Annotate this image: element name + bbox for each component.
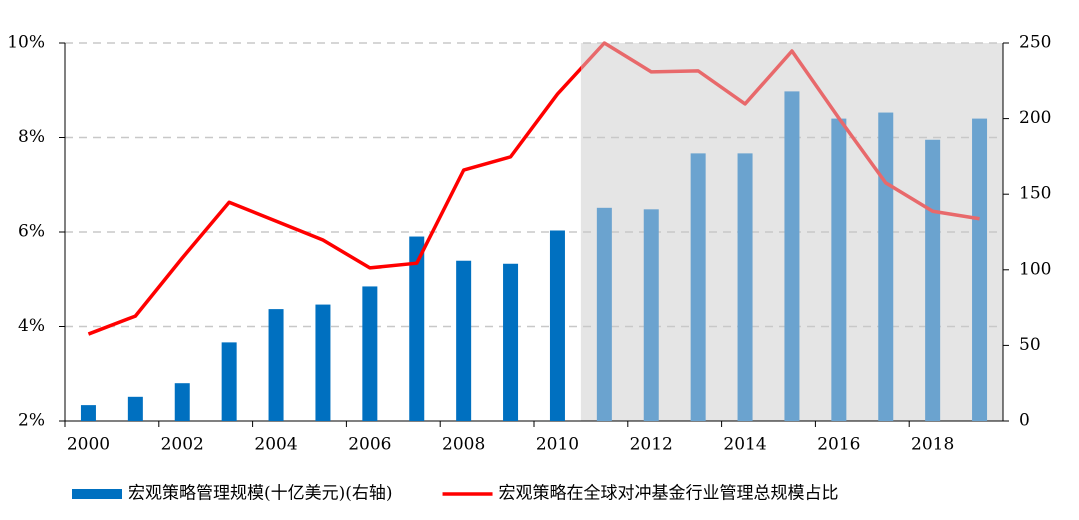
x-tick-label: 2012 [630,435,673,455]
y2-tick-label: 150 [1019,184,1051,204]
x-tick-label: 2006 [348,435,391,455]
legend-swatch [72,489,122,499]
x-tick-label: 2002 [161,435,204,455]
bar [127,396,143,421]
bar [174,383,190,421]
bar [831,118,847,421]
y2-tick-label: 50 [1019,335,1041,355]
x-tick-label: 2018 [911,435,954,455]
bar [643,209,659,421]
x-tick-label: 2008 [442,435,485,455]
bar [972,118,988,421]
x-tick-label: 2010 [536,435,579,455]
y-tick-label: 2% [18,411,45,431]
bar [456,260,472,421]
bar [409,236,425,421]
bar [596,207,612,421]
bar [784,91,800,421]
bar [80,405,96,421]
bar [925,139,941,421]
y2-tick-label: 200 [1019,108,1051,128]
y-tick-label: 8% [18,127,45,147]
line [87,41,980,336]
bar [503,263,519,421]
bar [362,286,378,421]
x-tick-label: 2014 [723,435,766,455]
bar [268,309,284,421]
y2-tick-label: 100 [1019,259,1051,279]
bar [549,230,565,421]
y-tick-label: 6% [18,222,45,242]
y2-tick-label: 0 [1019,411,1030,431]
y-tick-label: 10% [7,33,45,53]
bar [690,153,706,421]
bar [737,153,753,421]
y2-tick-label: 250 [1019,33,1051,53]
y-tick-label: 4% [18,316,45,336]
legend-label: 宏观策略管理规模(十亿美元)(右轴) [128,484,393,504]
bar [221,342,237,421]
bar [878,112,894,421]
x-tick-label: 2004 [254,435,297,455]
legend-label: 宏观策略在全球对冲基金行业管理总规模占比 [499,484,839,504]
x-tick-label: 2016 [817,435,860,455]
x-tick-label: 2000 [67,435,110,455]
bar [315,304,331,421]
